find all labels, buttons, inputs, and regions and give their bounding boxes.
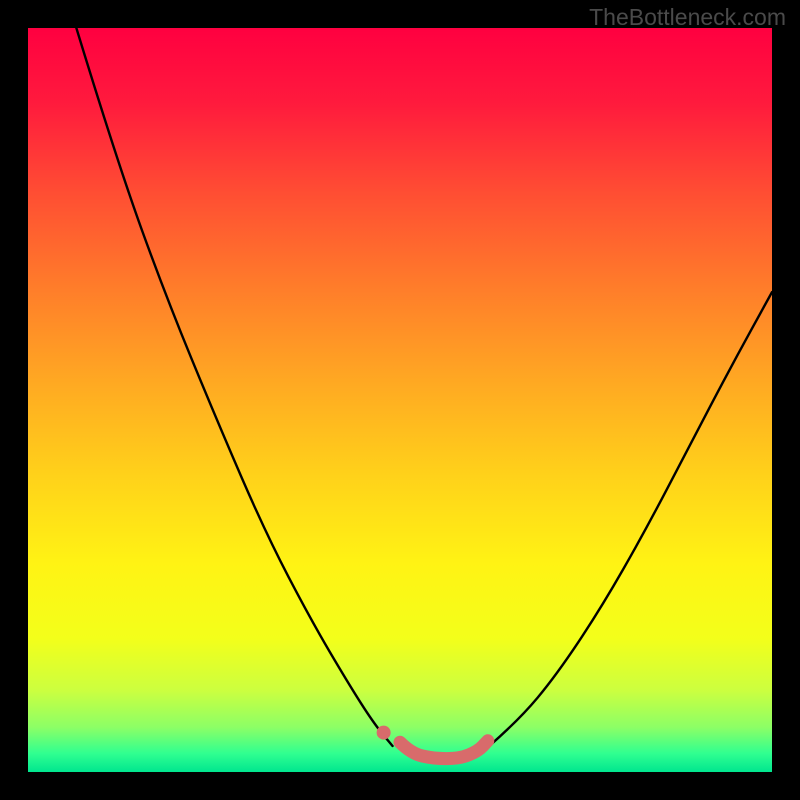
minimum-marker-curve bbox=[400, 741, 488, 759]
minimum-marker-dot bbox=[377, 726, 391, 740]
chart-frame: TheBottleneck.com bbox=[0, 0, 800, 800]
curve-left-branch bbox=[76, 28, 392, 746]
plot-area bbox=[28, 28, 772, 772]
curve-overlay bbox=[28, 28, 772, 772]
curve-right-branch bbox=[489, 292, 772, 746]
watermark-text: TheBottleneck.com bbox=[589, 4, 786, 31]
